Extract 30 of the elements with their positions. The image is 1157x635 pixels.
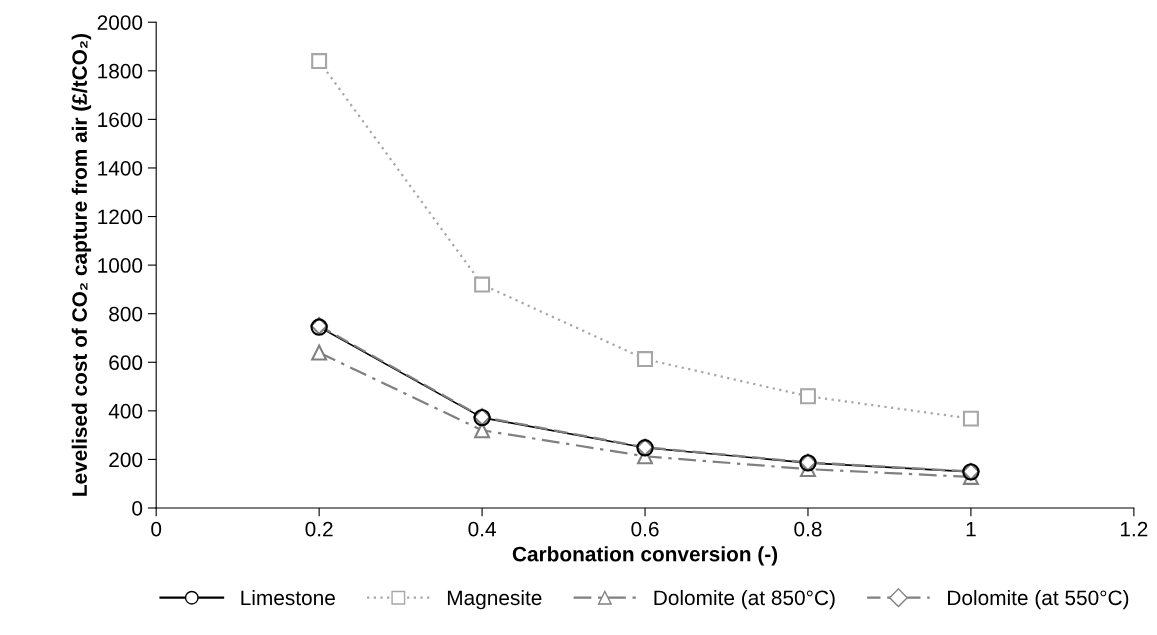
point [311, 53, 328, 70]
y-tick-label: 1800 [98, 63, 143, 79]
x-tick-label: 0.2 [305, 521, 333, 537]
x-tick-label: 0 [151, 521, 162, 537]
x-tick-label: 0.6 [631, 521, 659, 537]
y-tick-label: 800 [109, 306, 143, 322]
x-tick-label: 0.4 [468, 521, 496, 537]
y-tick-label: 400 [108, 403, 143, 419]
legend-label: Limestone [241, 589, 335, 606]
legend-label: Magnesite [447, 589, 542, 610]
legend-label: Dolomite (at 550°C) [948, 589, 1129, 610]
y-axis-title: Levelised cost of CO₂ capture from air (£/tCO₂) [71, 34, 92, 496]
point [962, 410, 979, 427]
point [799, 388, 816, 405]
y-tick-label: 600 [109, 355, 143, 371]
point [637, 351, 654, 368]
y-tick-label: 1600 [98, 112, 143, 128]
x-axis-title: Carbonation conversion (-) [512, 546, 778, 566]
y-tick-label: 2000 [97, 15, 143, 30]
point [474, 276, 491, 293]
x-tick-label: 1 [966, 521, 976, 537]
y-tick-label: 1000 [98, 258, 143, 273]
x-tick-label: 0.8 [794, 521, 822, 537]
y-tick-label: 1200 [98, 209, 143, 225]
point [311, 344, 328, 361]
y-tick-label: 200 [109, 452, 143, 468]
y-tick-label: 1400 [98, 160, 143, 176]
legend-label: Dolomite (at 850°C) [654, 589, 835, 610]
y-tick-label: 0 [132, 501, 143, 516]
x-tick-label: 1.2 [1120, 521, 1148, 537]
